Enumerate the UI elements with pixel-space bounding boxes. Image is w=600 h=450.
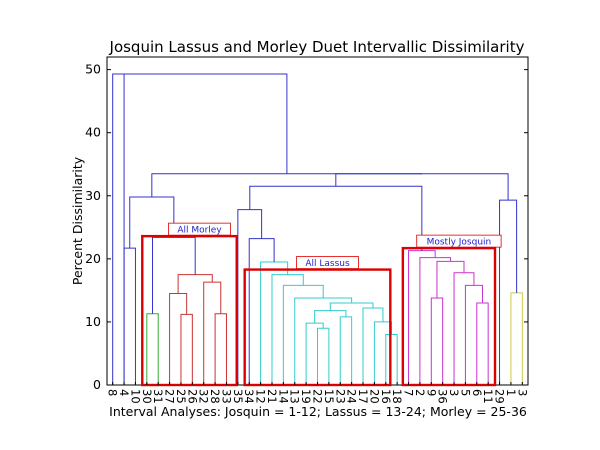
leaf-label: 6	[470, 389, 484, 396]
y-tick-label: 10	[85, 314, 101, 329]
leaf-label: 4	[117, 389, 131, 396]
leaf-label: 11	[481, 389, 495, 404]
chart-title: Josquin Lassus and Morley Duet Intervall…	[109, 38, 525, 56]
dendrogram-link	[151, 173, 422, 198]
dendrogram-link	[430, 297, 444, 385]
leaf-label: 20	[367, 389, 381, 404]
y-tick-label: 40	[85, 125, 101, 140]
dendrogram-link	[305, 322, 324, 385]
leaf-label: 31	[151, 389, 165, 404]
leaf-label: 25	[174, 389, 188, 404]
dendrogram-link	[510, 292, 523, 385]
cluster-box	[141, 234, 238, 387]
leaf-label: 2	[413, 389, 427, 396]
leaf-label: 12	[254, 389, 268, 404]
y-tick-label: 30	[85, 188, 101, 203]
leaf-label: 3	[447, 389, 461, 396]
leaf-label: 21	[265, 389, 279, 404]
leaf-label: 19	[299, 389, 313, 404]
cluster-label-box	[296, 256, 359, 269]
dendrogram-link	[294, 297, 353, 385]
cluster-label: All Lassus	[305, 259, 350, 269]
leaf-label: 3	[515, 389, 529, 396]
leaf-label: 30	[140, 389, 154, 404]
cluster-label: All Morley	[177, 226, 222, 236]
leaf-label: 24	[345, 389, 359, 404]
dendrogram-link	[249, 185, 423, 251]
y-tick-label: 50	[85, 62, 101, 77]
x-axis-label: Interval Analyses: Josquin = 1-12; Lassu…	[109, 404, 527, 419]
leaf-label: 13	[288, 389, 302, 404]
dendrogram-link	[129, 196, 175, 249]
cluster-box	[401, 246, 497, 387]
leaf-label: 10	[128, 389, 142, 404]
leaf-label: 33	[219, 389, 233, 404]
cluster-label: Mostly Josquin	[427, 238, 492, 248]
leaf-label: 5	[458, 389, 472, 396]
cluster-label-box	[168, 222, 231, 236]
dendrogram-link	[317, 327, 330, 385]
leaf-label: 27	[163, 389, 177, 404]
leaf-label: 8	[106, 389, 120, 396]
leaf-label: 28	[208, 389, 222, 404]
dendrogram-link	[118, 73, 288, 174]
dendrogram-link	[499, 199, 518, 385]
leaf-label: 17	[356, 389, 370, 404]
dendrogram-link	[203, 281, 222, 385]
cluster-label-box	[416, 234, 502, 248]
leaf-label: 7	[402, 389, 416, 396]
leaf-label: 36	[436, 389, 450, 404]
leaf-label: 34	[242, 389, 256, 404]
leaf-label: 18	[390, 389, 404, 404]
leaf-label: 35	[231, 389, 245, 404]
dendrogram-link	[419, 257, 452, 385]
leaf-label: 23	[333, 389, 347, 404]
leaf-label: 29	[493, 389, 507, 404]
leaf-label: 14	[276, 389, 290, 404]
leaf-label: 22	[311, 389, 325, 404]
dendrogram-link	[180, 313, 193, 385]
dendrogram-link	[248, 238, 275, 385]
leaf-label: 15	[322, 389, 336, 404]
leaf-label: 16	[379, 389, 393, 404]
y-axis-label: Percent Dissimilarity	[70, 156, 85, 285]
leaf-label: 9	[424, 389, 438, 396]
y-tick-label: 0	[93, 377, 101, 392]
leaf-label: 32	[197, 389, 211, 404]
leaf-label: 26	[185, 389, 199, 404]
y-tick-label: 20	[85, 251, 101, 266]
leaf-label: 1	[504, 389, 518, 396]
dendrogram-link	[339, 316, 353, 385]
